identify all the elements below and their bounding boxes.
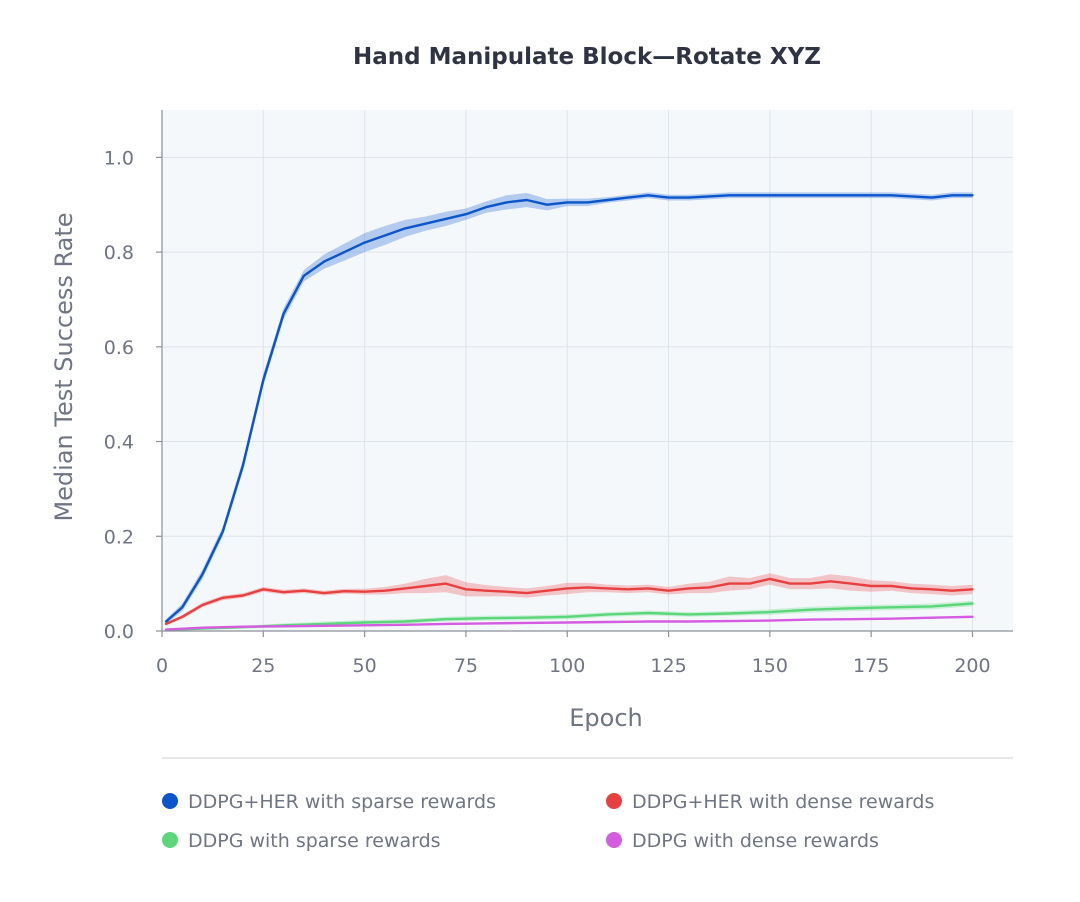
legend-label: DDPG with dense rewards	[632, 830, 879, 852]
y-tick-label: 0.0	[104, 621, 134, 643]
legend-marker	[162, 793, 178, 809]
legend: DDPG+HER with sparse rewards DDPG+HER wit…	[162, 791, 934, 852]
x-tick-label: 200	[954, 655, 990, 677]
x-tick-label: 100	[549, 655, 585, 677]
x-tick-label: 125	[650, 655, 686, 677]
x-tick-label: 25	[251, 655, 275, 677]
legend-marker	[606, 793, 622, 809]
series-line-2	[164, 577, 974, 626]
legend-label: DDPG with sparse rewards	[188, 830, 441, 852]
series-line-4	[164, 615, 974, 631]
plot-area	[162, 110, 1013, 631]
y-axis-ticks: 0.0 0.2 0.4 0.6 0.8 1.0	[104, 147, 162, 643]
x-tick-label: 0	[156, 655, 168, 677]
series-lines	[164, 194, 974, 632]
x-tick-label: 75	[454, 655, 478, 677]
legend-label: DDPG+HER with dense rewards	[632, 791, 934, 813]
legend-marker	[606, 832, 622, 848]
grid-lines	[162, 110, 1013, 631]
y-tick-label: 1.0	[104, 147, 134, 169]
x-axis-ticks: 0 25 50 75 100 125 150 175 200	[156, 631, 991, 677]
series-line-3	[164, 602, 974, 632]
y-tick-label: 0.4	[104, 432, 134, 454]
series-line-1	[164, 194, 974, 623]
x-tick-label: 150	[752, 655, 788, 677]
x-tick-label: 50	[353, 655, 377, 677]
legend-marker	[162, 832, 178, 848]
y-tick-label: 0.8	[104, 242, 134, 264]
legend-label: DDPG+HER with sparse rewards	[188, 791, 496, 813]
series-band-2	[166, 573, 973, 626]
x-axis-label: Epoch	[569, 704, 643, 732]
y-tick-label: 0.6	[104, 337, 134, 359]
x-tick-label: 175	[853, 655, 889, 677]
y-axis-label: Median Test Success Rate	[50, 212, 78, 521]
y-tick-label: 0.2	[104, 526, 134, 548]
chart-title: Hand Manipulate Block—Rotate XYZ	[353, 44, 821, 70]
